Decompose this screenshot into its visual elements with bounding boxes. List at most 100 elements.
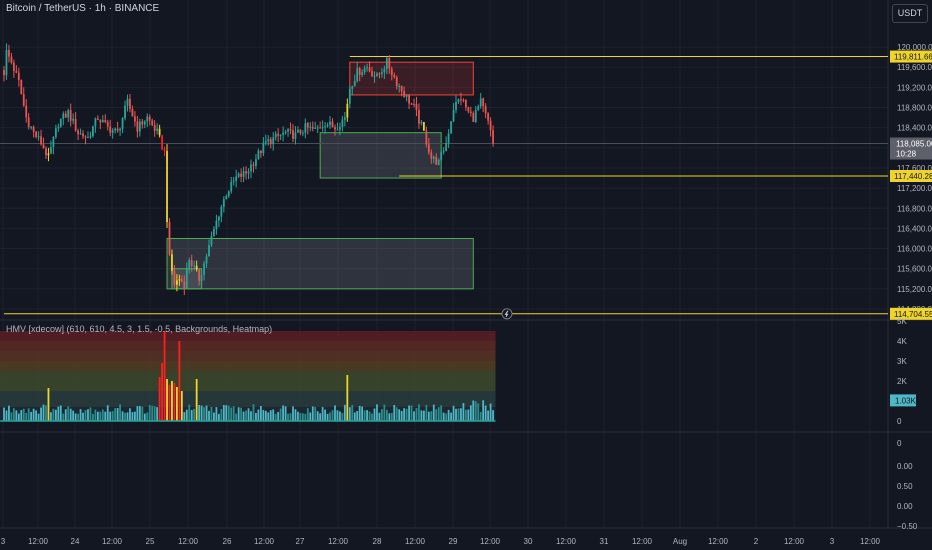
candle-body [151, 120, 154, 126]
volume-bar [146, 412, 149, 421]
candle-body [450, 121, 452, 134]
candle-body [116, 128, 119, 131]
volume-bar [141, 406, 144, 421]
candle-body [284, 131, 287, 133]
candle-body [37, 136, 40, 138]
candle-body [408, 94, 410, 104]
candle-body [292, 130, 294, 139]
candle-body [109, 126, 112, 133]
time-tick-label: 3 [830, 537, 835, 546]
symbol-title: Bitcoin / TetherUS · 1h · BINANCE [6, 3, 160, 14]
candle-body [336, 129, 339, 131]
volume-bar [432, 404, 435, 421]
volume-bar [114, 408, 117, 421]
candle-body [390, 68, 393, 76]
volume-bar [203, 407, 205, 421]
candle-body [363, 68, 366, 73]
volume-bar [252, 404, 255, 421]
candle-body [124, 105, 126, 119]
volume-bar [173, 383, 176, 421]
volume-bar [151, 405, 154, 421]
volume-bar [301, 413, 304, 421]
candle-body [435, 156, 438, 165]
time-tick-label: 24 [71, 537, 80, 546]
volume-bar [257, 409, 260, 421]
volume-bar [269, 410, 272, 421]
candle-body [82, 133, 84, 137]
volume-bar [427, 411, 430, 421]
candle-body [277, 133, 280, 136]
volume-bar [50, 412, 52, 421]
volume-bar [314, 407, 317, 421]
candle-body [106, 121, 109, 127]
volume-bar [464, 409, 467, 421]
candle-body [8, 49, 10, 57]
price-tick-label: 116,800.00 [897, 204, 932, 213]
volume-bar [289, 413, 292, 421]
time-tick-label: 12:00 [28, 537, 49, 546]
volume-bar [10, 412, 13, 421]
volume-bar [220, 408, 223, 421]
price-tick-label: 115,600.00 [897, 265, 932, 274]
volume-bar [297, 411, 299, 421]
candle-body [460, 99, 462, 101]
volume-bar [319, 413, 322, 421]
level-price-label: 114,704.55 [894, 310, 932, 319]
candle-body [262, 142, 265, 154]
candle-body [47, 153, 50, 156]
candle-body [309, 126, 312, 128]
candle-body [87, 137, 89, 139]
candle-body [400, 85, 403, 92]
candle-body [346, 103, 349, 118]
volume-bar [237, 407, 240, 421]
candle-body [79, 133, 82, 135]
volume-bar [225, 405, 228, 421]
candle-body [252, 164, 255, 166]
volume-bar [52, 408, 55, 421]
volume-bar [8, 405, 10, 421]
candle-body [183, 281, 186, 289]
candle-body [314, 127, 317, 129]
candle-body [324, 126, 326, 128]
price-tick-label: 119,600.00 [897, 63, 932, 72]
volume-bar [134, 411, 136, 421]
candle-body [457, 99, 460, 103]
volume-bar [89, 407, 92, 421]
candle-body [383, 68, 386, 73]
candle-body [54, 128, 57, 137]
volume-bar [158, 377, 161, 421]
price-tick-label: 118,800.00 [897, 104, 932, 113]
volume-bar [183, 412, 186, 421]
volume-bar [348, 407, 351, 421]
candle-body [52, 136, 55, 148]
time-tick-label: Aug [673, 537, 687, 546]
currency-button[interactable]: USDT [892, 4, 928, 23]
candle-body [99, 119, 102, 123]
time-tick-label: 31 [600, 537, 609, 546]
candle-body [50, 147, 52, 154]
candle-body [213, 228, 215, 237]
time-tick-label: 30 [524, 537, 533, 546]
volume-bar [321, 407, 324, 421]
candle-body [220, 206, 223, 217]
candle-body [134, 116, 136, 122]
volume-bar [222, 405, 225, 421]
candle-body [96, 118, 99, 120]
volume-bar [180, 391, 183, 421]
volume-bar [176, 387, 178, 421]
price-tick-label: 120,000.00 [897, 43, 932, 52]
time-tick-label: 12:00 [556, 537, 577, 546]
candle-body [42, 144, 45, 149]
candle-body [427, 144, 430, 153]
candle-body [35, 131, 38, 137]
candle-body [40, 136, 42, 145]
volume-bar [329, 412, 331, 421]
volume-bar [96, 411, 99, 421]
candle-body [299, 129, 302, 134]
candle-body [148, 116, 151, 121]
candle-body [467, 107, 470, 112]
volume-bar [92, 413, 94, 421]
candle-body [368, 67, 371, 72]
time-tick-label: 12:00 [178, 537, 199, 546]
